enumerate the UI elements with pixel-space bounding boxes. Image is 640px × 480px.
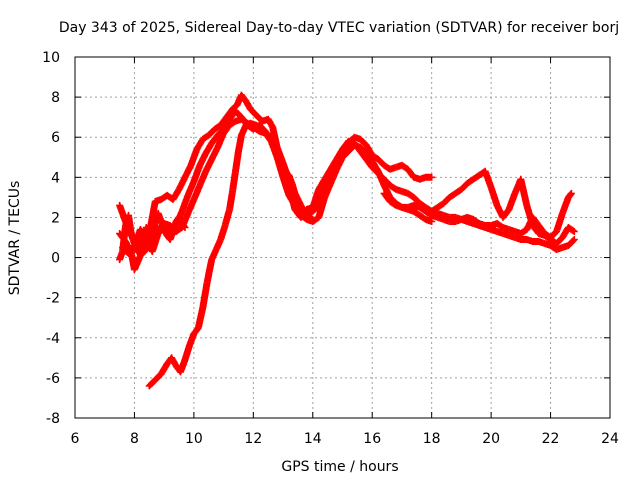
x-tick-label: 20 [482,431,500,447]
series-trace-markers [381,190,575,241]
y-axis-label: SDTVAR / TECUs [7,181,23,296]
series-trace-markers [146,120,316,389]
data-series [116,91,578,390]
x-axis-label: GPS time / hours [281,459,398,475]
x-tick-label: 22 [542,431,560,447]
y-tick-label: 6 [51,130,60,146]
y-tick-label: -4 [46,331,60,347]
x-tick-label: 24 [601,431,619,447]
plot-frame [74,56,611,419]
series-trace-markers [120,108,577,256]
x-tick-label: 14 [304,431,322,447]
y-tick-label: 4 [51,170,60,186]
x-tick-label: 12 [244,431,262,447]
x-tick-label: 6 [71,431,80,447]
x-tick-label: 18 [423,431,441,447]
y-tick-label: -2 [46,291,60,307]
y-tick-label: 0 [51,251,60,267]
x-tick-label: 16 [363,431,381,447]
y-tick-label: 10 [42,50,60,66]
y-tick-label: 2 [51,210,60,226]
series-track-mid-b [119,107,578,257]
x-tick-label: 10 [185,431,203,447]
y-tick-label: 8 [51,90,60,106]
series-track-early-cluster [116,209,189,264]
chart-title: Day 343 of 2025, Sidereal Day-to-day VTE… [59,20,619,36]
series-trace-markers [116,211,188,262]
series-track-rising [145,119,317,390]
x-tick-label: 8 [130,431,139,447]
y-tick-label: -8 [46,411,60,427]
y-tick-label: -6 [46,371,60,387]
series-track-late-b [380,189,575,241]
